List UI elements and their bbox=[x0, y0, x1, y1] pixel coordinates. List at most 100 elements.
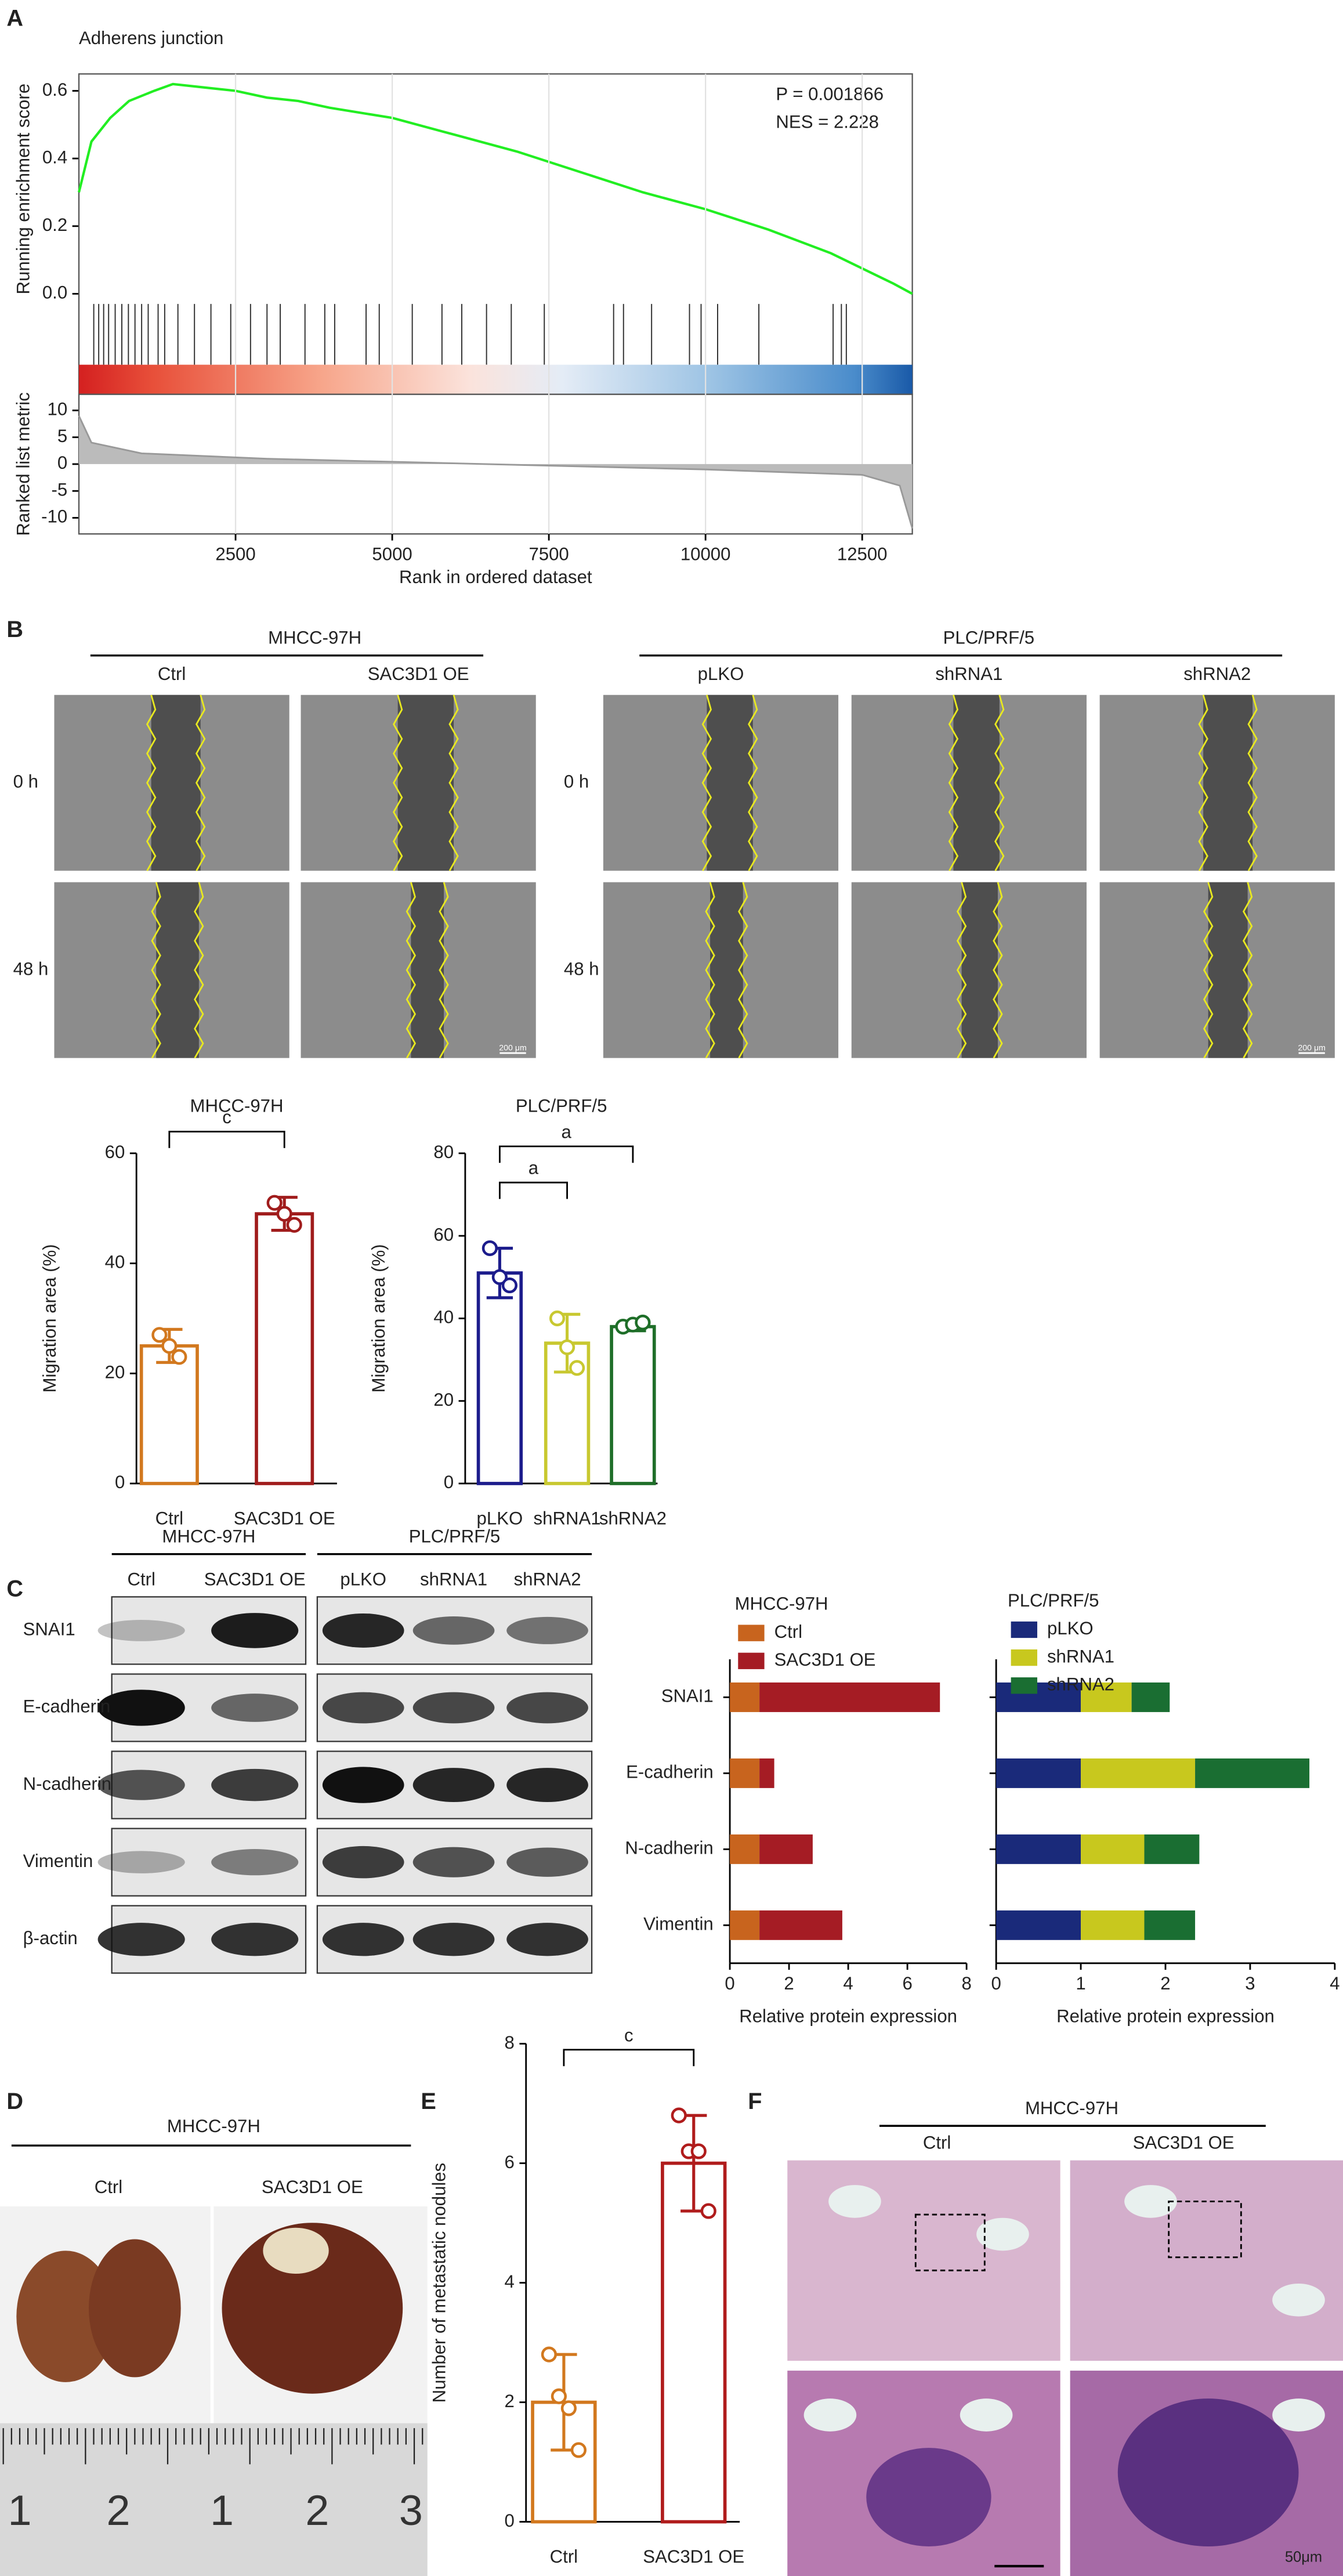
y-tick-label: 80 bbox=[433, 1142, 454, 1162]
nodule bbox=[263, 2227, 329, 2274]
wound-gap bbox=[707, 694, 753, 871]
data-point bbox=[570, 2442, 587, 2458]
group-header: PLC/PRF/5 bbox=[409, 1526, 501, 1547]
significance-label: c bbox=[624, 2025, 634, 2045]
data-point bbox=[551, 2388, 567, 2404]
x-tick-label: 3 bbox=[1245, 1973, 1255, 1993]
y-tick-label: 40 bbox=[433, 1307, 454, 1327]
x-tick-label: SAC3D1 OE bbox=[234, 1508, 335, 1529]
blot-band bbox=[412, 1692, 495, 1724]
y-axis-label: Migration area (%) bbox=[368, 1244, 389, 1392]
zoom-box bbox=[914, 2213, 986, 2271]
significance-bracket bbox=[168, 1131, 285, 1148]
data-point bbox=[501, 1277, 517, 1294]
wound-gap bbox=[961, 882, 998, 1058]
bar-segment bbox=[1081, 1834, 1145, 1864]
row-label: 48 h bbox=[564, 958, 599, 979]
data-point bbox=[276, 1206, 292, 1222]
wound-edge bbox=[701, 694, 712, 871]
scale-bar-label: 50μm bbox=[1285, 2549, 1322, 2566]
column-label: Ctrl bbox=[923, 2133, 951, 2153]
x-tick-label: 8 bbox=[961, 1973, 971, 1993]
y-tick-label: 2 bbox=[505, 2391, 515, 2411]
bar-segment bbox=[759, 1910, 842, 1940]
data-point bbox=[266, 1195, 283, 1211]
bar-segment bbox=[1195, 1758, 1310, 1788]
panel-letter: F bbox=[748, 2089, 762, 2114]
wound-edge bbox=[146, 694, 157, 871]
wound-gap bbox=[397, 694, 454, 871]
significance-bracket bbox=[498, 1181, 568, 1199]
annotation: P = 0.001866 bbox=[776, 84, 884, 104]
x-tick-label: 2 bbox=[1160, 1973, 1170, 1993]
group-header: MHCC-97H bbox=[1025, 2098, 1118, 2118]
blot-band bbox=[211, 1923, 299, 1956]
y-axis-label: Migration area (%) bbox=[39, 1244, 60, 1392]
blot-band bbox=[506, 1847, 588, 1877]
legend-title: MHCC-97H bbox=[735, 1594, 828, 1614]
blot-band bbox=[412, 1616, 495, 1645]
bar bbox=[255, 1212, 314, 1485]
bar-segment bbox=[730, 1910, 760, 1940]
blot-band bbox=[97, 1851, 185, 1873]
group-header: MHCC-97H bbox=[268, 628, 361, 648]
row-label: β-actin bbox=[23, 1928, 78, 1948]
blot-band bbox=[211, 1613, 299, 1648]
x-tick-label: 1 bbox=[1076, 1973, 1085, 1993]
row-label: N-cadherin bbox=[23, 1774, 111, 1794]
x-tick-label: 4 bbox=[843, 1973, 853, 1993]
row-label: 0 h bbox=[13, 772, 38, 792]
bar-segment bbox=[996, 1834, 1081, 1864]
data-point bbox=[171, 1349, 187, 1365]
blot-band bbox=[97, 1770, 185, 1800]
wound-gap bbox=[156, 882, 199, 1058]
x-tick-label: 0 bbox=[725, 1973, 734, 1993]
wound-gap bbox=[411, 882, 444, 1058]
data-point bbox=[635, 1314, 651, 1331]
bar-segment bbox=[759, 1758, 774, 1788]
group-header: MHCC-97H bbox=[167, 2116, 260, 2136]
histology-image bbox=[1070, 2160, 1343, 2361]
bar-segment bbox=[1144, 1910, 1196, 1940]
legend-label: pLKO bbox=[1047, 1618, 1094, 1638]
y-tick-label: SNAI1 bbox=[661, 1686, 714, 1706]
alveolus bbox=[976, 2217, 1029, 2251]
wound-edge bbox=[1198, 694, 1208, 871]
blot-band bbox=[506, 1923, 588, 1956]
alveolus bbox=[1272, 2283, 1325, 2317]
blot-band bbox=[322, 1846, 404, 1879]
x-tick-label: 10000 bbox=[680, 544, 731, 564]
y-tick-label: -10 bbox=[41, 506, 67, 527]
lung bbox=[89, 2239, 181, 2378]
blot-band bbox=[322, 1692, 404, 1724]
blot-band bbox=[211, 1694, 299, 1722]
wound-gap bbox=[1208, 882, 1248, 1058]
bar-segment bbox=[996, 1682, 1081, 1712]
blot-band bbox=[412, 1847, 495, 1877]
column-label: pLKO bbox=[698, 664, 744, 684]
data-point bbox=[549, 1310, 566, 1326]
panel-letter: D bbox=[6, 2089, 23, 2114]
blot-band bbox=[97, 1689, 185, 1726]
x-tick-label: Ctrl bbox=[155, 1508, 183, 1529]
column-label: Ctrl bbox=[127, 1569, 155, 1589]
wound-edge bbox=[448, 694, 459, 871]
blot-band bbox=[211, 1768, 299, 1801]
x-tick-label: Ctrl bbox=[550, 2546, 578, 2567]
bar bbox=[661, 2161, 727, 2524]
ruler-label: 2 bbox=[107, 2486, 131, 2534]
wound-edge bbox=[195, 694, 206, 871]
chart-title: MHCC-97H bbox=[190, 1096, 284, 1116]
y-tick-label: N-cadherin bbox=[625, 1838, 713, 1858]
significance-bracket bbox=[563, 2049, 695, 2067]
wound-edge bbox=[439, 882, 449, 1059]
tumor-focus bbox=[1117, 2398, 1299, 2547]
alveolus bbox=[960, 2398, 1013, 2432]
blot-band bbox=[322, 1767, 404, 1803]
scale-bar-label: 200 μm bbox=[499, 1043, 527, 1052]
bar-segment bbox=[730, 1758, 760, 1788]
bar-segment bbox=[1081, 1682, 1132, 1712]
y-tick-label: 40 bbox=[105, 1252, 125, 1272]
histology-image bbox=[787, 2160, 1060, 2361]
wound-edge bbox=[956, 882, 967, 1059]
